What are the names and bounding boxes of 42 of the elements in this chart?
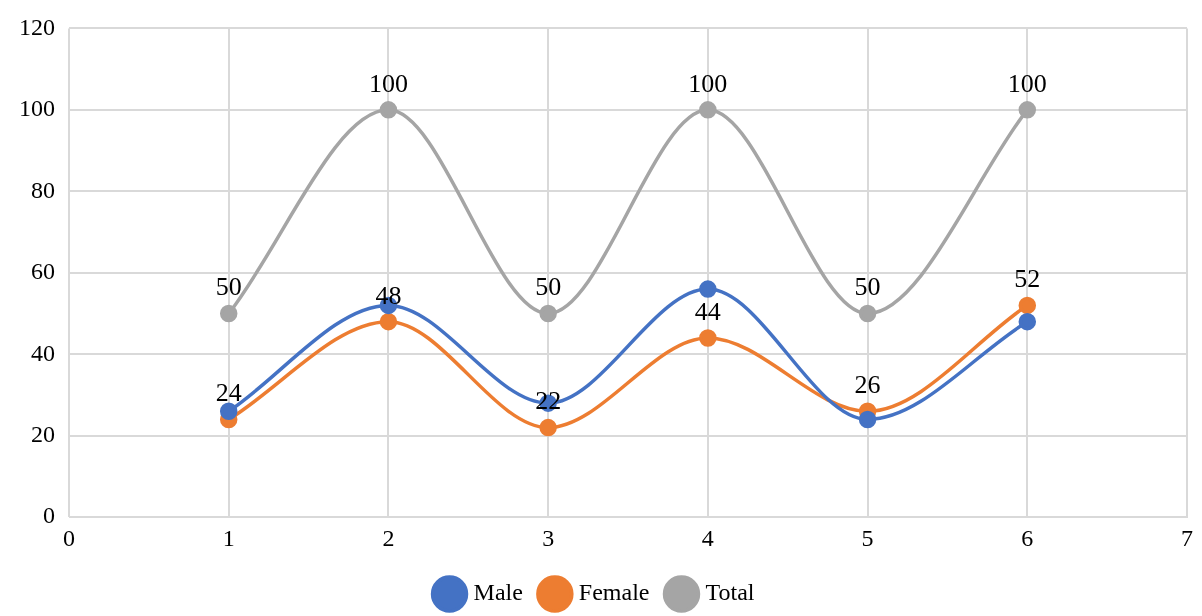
data-label: 50	[535, 272, 562, 302]
point	[1018, 296, 1037, 315]
x-tick-label: 6	[1021, 524, 1034, 551]
point	[219, 402, 238, 421]
y-tick-label: 0	[43, 502, 55, 529]
y-tick-label: 100	[19, 95, 55, 122]
point	[699, 101, 717, 119]
x-tick-label: 4	[701, 524, 714, 551]
point	[379, 101, 398, 119]
data-label: 26	[854, 370, 881, 400]
x-tick-label: 2	[382, 524, 395, 551]
point	[1018, 101, 1037, 119]
legend-label: Male	[473, 579, 523, 606]
y-tick-label: 60	[31, 258, 55, 285]
x-tick-label: 1	[222, 524, 235, 551]
y-tick-label: 120	[19, 13, 55, 40]
legend-label: Total	[705, 579, 755, 606]
data-label: 24	[215, 378, 242, 408]
data-label: 100	[688, 68, 728, 98]
y-tick-label: 40	[31, 339, 55, 366]
y-tick-label: 80	[31, 176, 55, 203]
data-label: 50	[854, 272, 881, 302]
point	[219, 304, 238, 323]
point	[539, 418, 557, 437]
data-label: 44	[694, 296, 721, 326]
point	[699, 280, 717, 298]
y-tick-label: 20	[31, 421, 55, 448]
data-label: 100	[1007, 68, 1047, 98]
point	[539, 304, 557, 323]
point	[858, 304, 877, 323]
point	[699, 329, 717, 347]
data-label: 52	[1014, 264, 1041, 294]
data-label: 50	[215, 272, 242, 302]
point	[858, 410, 877, 429]
x-tick-label: 3	[542, 524, 555, 551]
x-tick-label: 5	[861, 524, 874, 551]
point	[1018, 312, 1037, 331]
x-tick-label: 7	[1181, 524, 1193, 551]
data-label: 100	[368, 68, 408, 98]
legend-label: Female	[578, 579, 650, 606]
x-tick-label: 0	[63, 524, 75, 551]
point	[379, 312, 398, 331]
